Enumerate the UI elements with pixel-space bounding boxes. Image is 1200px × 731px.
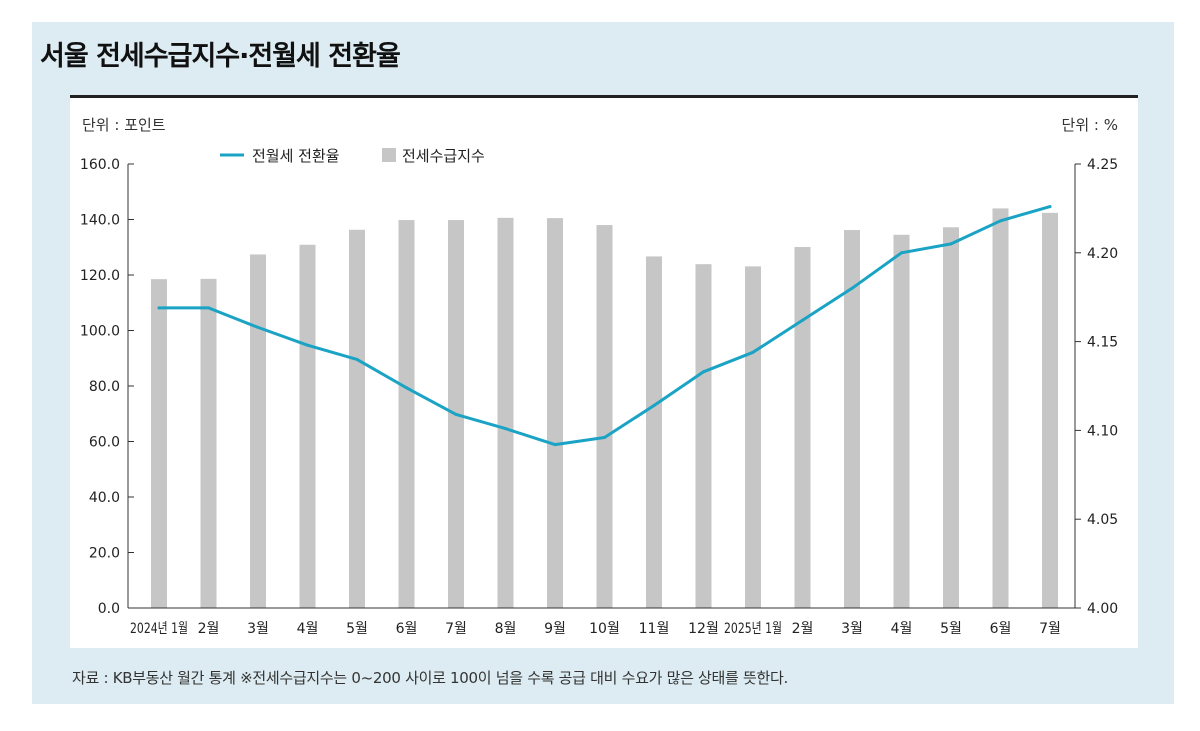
- left-unit-label: 단위 : 포인트: [82, 116, 166, 134]
- x-tick-label: 12월: [688, 621, 719, 637]
- bar: [943, 227, 959, 608]
- bar-series: [151, 208, 1058, 609]
- legend-bar-swatch: [382, 148, 396, 162]
- x-tick-label: 2025년 1월: [724, 621, 782, 637]
- bar: [299, 244, 316, 608]
- x-tick-label: 5월: [940, 621, 962, 637]
- x-tick-label: 10월: [589, 621, 620, 637]
- x-tick-label: 2024년 1월: [130, 621, 188, 637]
- right-tick-label: 4.10: [1087, 423, 1118, 439]
- line-point: [405, 386, 408, 390]
- x-tick-label: 5월: [346, 621, 368, 637]
- bar: [349, 229, 365, 608]
- bar: [794, 246, 811, 608]
- line-point: [850, 286, 854, 290]
- line-point: [1048, 205, 1052, 209]
- right-tick-label: 4.20: [1087, 246, 1118, 262]
- bar: [250, 254, 266, 608]
- left-tick-label: 60.0: [89, 435, 120, 451]
- bar: [695, 264, 712, 608]
- right-tick-label: 4.05: [1087, 512, 1118, 528]
- right-tick-label: 4.00: [1087, 601, 1118, 617]
- left-tick-label: 140.0: [80, 213, 120, 229]
- x-axis: 2024년 1월 2월 3월 4월 5월 6월 7월 8월 9월 10월 11월 12월 2025년 1…: [128, 607, 1075, 637]
- x-tick-label: 4월: [297, 621, 319, 637]
- title-rule: [70, 95, 1138, 98]
- left-tick-label: 120.0: [80, 268, 120, 284]
- x-tick-label: 3월: [841, 621, 863, 637]
- bar: [596, 225, 613, 609]
- line-point: [306, 343, 309, 347]
- line-point: [603, 436, 606, 440]
- x-tick-label: 2월: [198, 621, 220, 637]
- line-point: [355, 357, 359, 361]
- bar: [745, 266, 761, 608]
- right-y-axis: 4.00 4.05 4.10 4.15 4.20 4.25: [1074, 157, 1118, 617]
- x-tick-label: 2월: [792, 621, 814, 637]
- x-tick-label: 9월: [544, 621, 566, 637]
- x-tick-label: 7월: [445, 621, 467, 637]
- bar: [398, 220, 415, 608]
- line-point: [504, 427, 507, 431]
- line-point: [900, 251, 903, 255]
- x-tick-label: 7월: [1039, 621, 1061, 637]
- bar: [497, 217, 514, 608]
- left-tick-label: 0.0: [98, 601, 120, 617]
- line-point: [801, 318, 804, 322]
- line-point: [207, 306, 210, 310]
- bar: [151, 279, 167, 608]
- bar: [200, 278, 217, 608]
- line-point: [751, 350, 755, 354]
- line-point: [157, 306, 161, 310]
- line-point: [553, 443, 557, 447]
- bar: [893, 234, 910, 608]
- x-tick-label: 6월: [990, 621, 1012, 637]
- line-point: [949, 242, 953, 246]
- line-series: [157, 205, 1052, 447]
- x-tick-label: 6월: [396, 621, 418, 637]
- left-y-axis: 0.0 20.0 40.0 60.0 80.0 100.0 120.0 140.0 160.0: [80, 157, 134, 617]
- line-point: [256, 325, 260, 329]
- left-tick-label: 160.0: [80, 157, 120, 173]
- left-tick-label: 40.0: [89, 490, 120, 506]
- line-point: [702, 370, 705, 374]
- right-tick-label: 4.15: [1087, 335, 1118, 351]
- x-tick-label: 8월: [495, 621, 517, 637]
- left-tick-label: 80.0: [89, 379, 120, 395]
- source-note: 자료 : KB부동산 월간 통계 ※전세수급지수는 0~200 사이로 100이…: [72, 669, 788, 687]
- legend-line-label: 전월세 전환율: [252, 147, 340, 165]
- bar: [844, 230, 860, 609]
- line-point: [652, 404, 656, 408]
- bar: [547, 218, 563, 609]
- x-tick-label: 3월: [247, 621, 269, 637]
- legend: 전월세 전환율 전세수급지수: [220, 147, 485, 165]
- chart-title: 서울 전세수급지수·전월세 전환율: [40, 41, 401, 72]
- right-unit-label: 단위 : %: [1061, 116, 1118, 134]
- bar: [992, 208, 1009, 608]
- left-tick-label: 100.0: [80, 324, 120, 340]
- bar: [1042, 212, 1058, 608]
- x-tick-label: 4월: [891, 621, 913, 637]
- left-tick-label: 20.0: [89, 546, 120, 562]
- legend-bar-label: 전세수급지수: [402, 147, 485, 165]
- x-tick-label: 11월: [639, 621, 670, 637]
- bar: [646, 256, 662, 608]
- line-point: [454, 412, 458, 416]
- line-point: [999, 219, 1002, 223]
- right-tick-label: 4.25: [1087, 157, 1118, 173]
